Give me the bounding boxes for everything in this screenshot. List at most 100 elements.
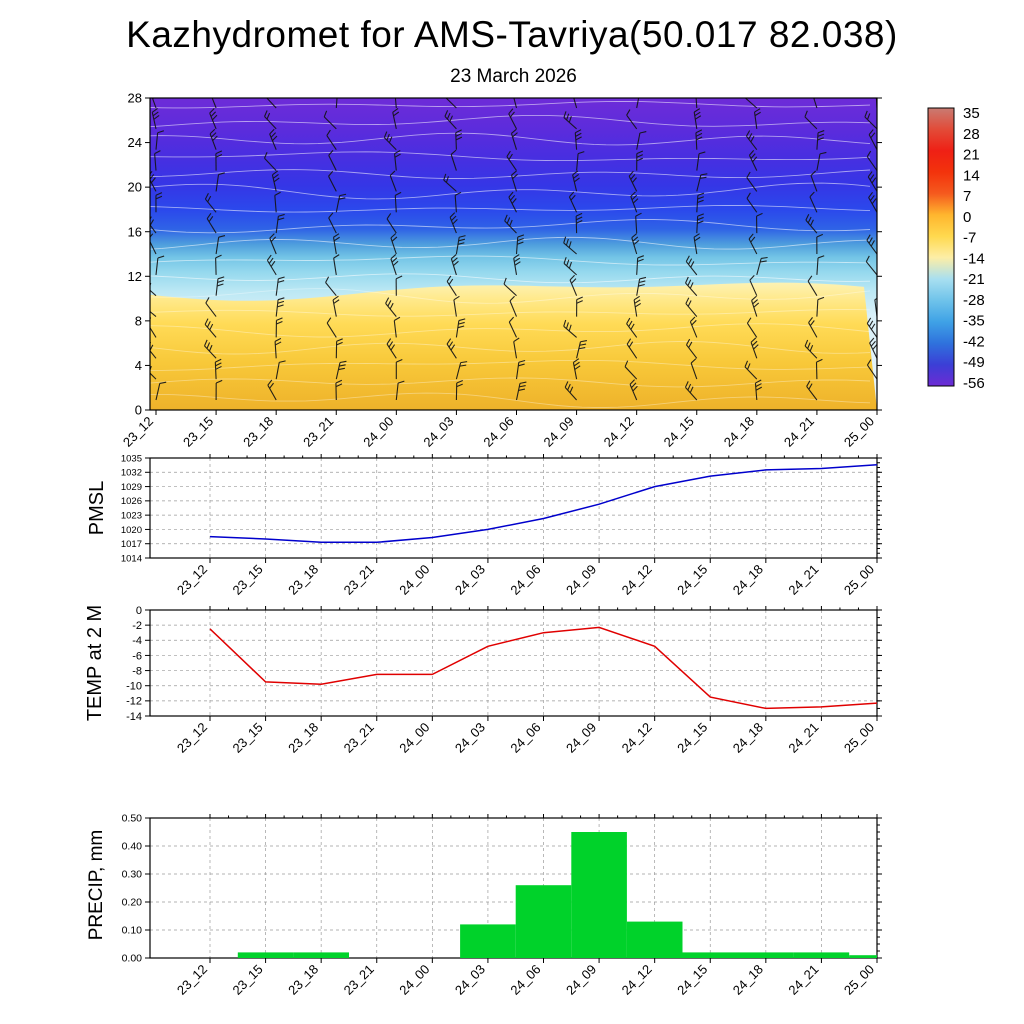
svg-text:23_21: 23_21 xyxy=(341,962,377,998)
svg-text:-4: -4 xyxy=(132,635,142,647)
svg-text:1029: 1029 xyxy=(121,482,142,493)
svg-text:-14: -14 xyxy=(963,250,985,267)
svg-text:-7: -7 xyxy=(963,230,976,247)
svg-text:25_00: 25_00 xyxy=(841,962,877,998)
svg-text:23_15: 23_15 xyxy=(230,720,266,756)
svg-text:24_09: 24_09 xyxy=(563,562,599,598)
svg-text:24_09: 24_09 xyxy=(563,962,599,998)
svg-text:24_03: 24_03 xyxy=(452,962,488,998)
page-title: Kazhydromet for AMS-Tavriya(50.017 82.03… xyxy=(126,14,898,55)
svg-text:24_09: 24_09 xyxy=(563,720,599,756)
plot-border xyxy=(149,609,878,717)
svg-text:14: 14 xyxy=(963,167,980,184)
svg-text:24_12: 24_12 xyxy=(619,720,655,756)
svg-text:24_00: 24_00 xyxy=(360,414,396,450)
svg-text:-14: -14 xyxy=(126,711,142,723)
svg-text:-10: -10 xyxy=(126,681,142,693)
svg-text:24_21: 24_21 xyxy=(785,562,821,598)
precip-axes: 0.00 0.10 0.20 0.30 0.40 0.50 23_12 23_15 23_18 2… xyxy=(122,813,882,998)
svg-text:23_18: 23_18 xyxy=(285,962,321,998)
svg-text:24_15: 24_15 xyxy=(674,962,710,998)
svg-text:24_18: 24_18 xyxy=(730,962,766,998)
svg-text:8: 8 xyxy=(135,313,142,328)
svg-text:0.30: 0.30 xyxy=(122,869,143,881)
upper-air-cross-section-chart: 0 4 8 12 16 20 24 28 23_12 23_15 23_18 23_21 24_00 24… xyxy=(120,91,882,450)
svg-text:24_21: 24_21 xyxy=(781,414,817,450)
svg-text:28: 28 xyxy=(128,91,142,106)
svg-text:12: 12 xyxy=(128,269,142,284)
svg-text:-28: -28 xyxy=(963,292,985,309)
svg-text:24_21: 24_21 xyxy=(785,962,821,998)
plot-border xyxy=(149,457,878,559)
svg-text:35: 35 xyxy=(963,105,980,122)
svg-text:16: 16 xyxy=(128,224,142,239)
gridlines xyxy=(150,609,878,717)
svg-text:25_00: 25_00 xyxy=(841,414,877,450)
svg-text:0: 0 xyxy=(135,403,142,418)
precip-series xyxy=(237,832,877,958)
svg-text:28: 28 xyxy=(963,126,980,143)
temp2m-series xyxy=(209,626,877,710)
svg-text:24_06: 24_06 xyxy=(480,414,516,450)
svg-text:24_06: 24_06 xyxy=(507,720,543,756)
svg-text:-56: -56 xyxy=(963,375,985,392)
pmsl-series xyxy=(209,463,877,544)
svg-text:0.40: 0.40 xyxy=(122,841,143,853)
svg-text:24_12: 24_12 xyxy=(619,962,655,998)
svg-text:23_15: 23_15 xyxy=(230,562,266,598)
svg-text:24_03: 24_03 xyxy=(452,562,488,598)
axis-labels: 0.00 0.10 0.20 0.30 0.40 0.50 23_12 23_15 23_18 2… xyxy=(122,813,878,998)
svg-text:23_12: 23_12 xyxy=(174,962,210,998)
svg-text:23_12: 23_12 xyxy=(174,720,210,756)
svg-text:24_06: 24_06 xyxy=(507,962,543,998)
svg-text:1014: 1014 xyxy=(121,553,142,564)
svg-text:1017: 1017 xyxy=(121,539,142,550)
svg-text:0: 0 xyxy=(136,605,142,617)
svg-text:24_06: 24_06 xyxy=(507,562,543,598)
svg-text:0.50: 0.50 xyxy=(122,813,143,825)
tick-marks xyxy=(145,606,882,721)
svg-text:0.00: 0.00 xyxy=(122,953,143,965)
svg-text:-6: -6 xyxy=(132,650,142,662)
date-subtitle: 23 March 2026 xyxy=(450,66,577,87)
pmsl-chart: 1014 1017 1020 1023 1026 1029 1032 1035 23_12 23_… xyxy=(121,453,882,598)
svg-text:24_09: 24_09 xyxy=(541,414,577,450)
svg-text:24_00: 24_00 xyxy=(396,720,432,756)
axis-labels: 1014 1017 1020 1023 1026 1029 1032 1035 23_12 23_… xyxy=(121,453,877,597)
svg-text:23_15: 23_15 xyxy=(180,414,216,450)
svg-text:-35: -35 xyxy=(963,313,985,330)
svg-text:-21: -21 xyxy=(963,271,985,288)
svg-text:1020: 1020 xyxy=(121,525,142,536)
heatmap-body xyxy=(150,98,877,410)
pmsl-axes: 1014 1017 1020 1023 1026 1029 1032 1035 23_12 23_… xyxy=(121,453,882,598)
svg-text:1023: 1023 xyxy=(121,510,142,521)
svg-text:24_18: 24_18 xyxy=(721,414,757,450)
svg-text:0.10: 0.10 xyxy=(122,925,143,937)
svg-text:23_18: 23_18 xyxy=(285,562,321,598)
temperature-colorbar: 35 28 21 14 7 0 -7 -14 -21 -28 -35 -42 -49 -56 xyxy=(927,105,985,392)
svg-text:24_12: 24_12 xyxy=(619,562,655,598)
svg-text:1035: 1035 xyxy=(121,453,142,464)
colorbar-gradient xyxy=(927,107,955,387)
svg-text:23_21: 23_21 xyxy=(300,414,336,450)
svg-text:24_18: 24_18 xyxy=(730,562,766,598)
gridlines xyxy=(150,457,878,559)
svg-text:24_18: 24_18 xyxy=(730,720,766,756)
colorbar-labels: 35 28 21 14 7 0 -7 -14 -21 -28 -35 -42 -49 -56 xyxy=(963,105,985,392)
tick-marks xyxy=(145,97,882,415)
svg-text:23_18: 23_18 xyxy=(285,720,321,756)
svg-text:0.20: 0.20 xyxy=(122,897,143,909)
svg-text:23_21: 23_21 xyxy=(341,562,377,598)
svg-text:24_03: 24_03 xyxy=(452,720,488,756)
plot-border xyxy=(149,97,878,411)
axis-labels: 0 -2 -4 -6 -8 -10 -12 -14 23_12 23_15 23_18 23_21 24… xyxy=(126,605,877,756)
svg-text:-2: -2 xyxy=(132,620,142,632)
svg-text:24_00: 24_00 xyxy=(396,962,432,998)
svg-text:-8: -8 xyxy=(132,665,142,677)
wind-barbs xyxy=(150,98,877,401)
svg-text:24_15: 24_15 xyxy=(661,414,697,450)
svg-text:24: 24 xyxy=(128,135,142,150)
svg-text:-49: -49 xyxy=(963,354,985,371)
temp2m-axes: 0 -2 -4 -6 -8 -10 -12 -14 23_12 23_15 23_18 23_21 24… xyxy=(126,605,882,756)
